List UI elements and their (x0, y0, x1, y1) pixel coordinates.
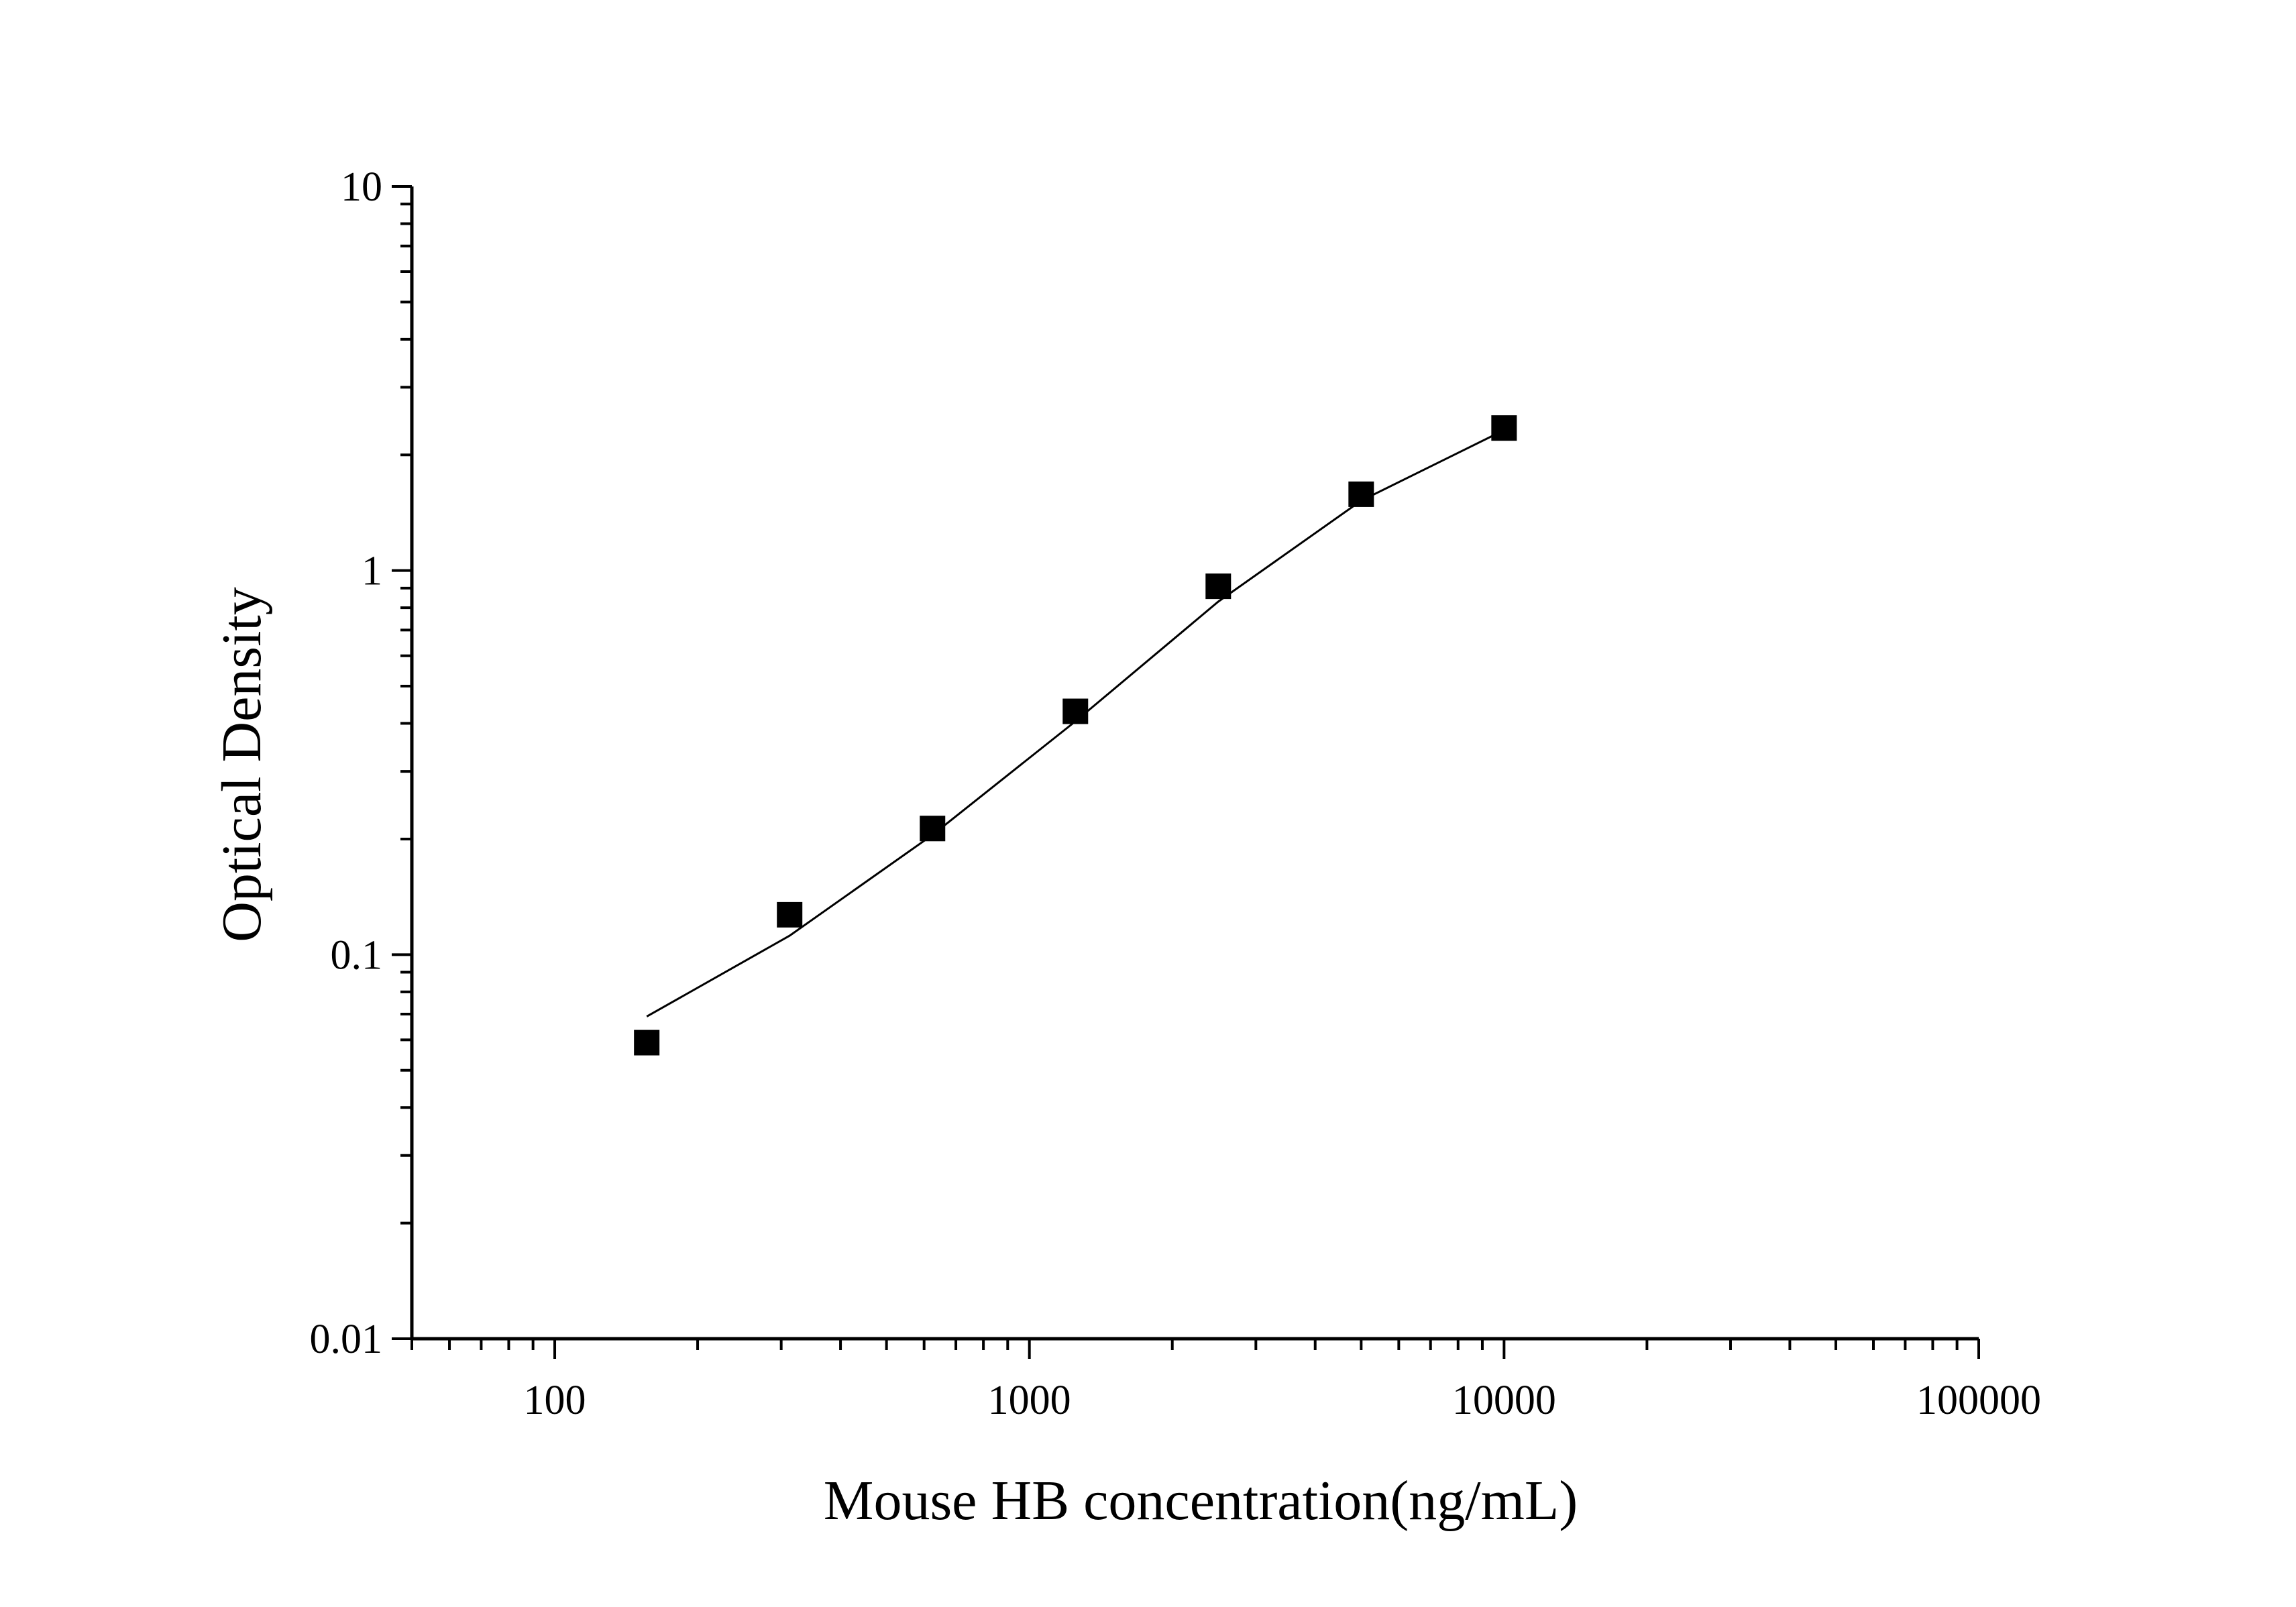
data-point (1348, 481, 1374, 507)
x-tick-label: 10000 (1452, 1378, 1556, 1423)
data-point (777, 901, 803, 928)
y-tick-label: 1 (362, 549, 382, 594)
axes (392, 185, 1980, 1359)
y-tick-label: 0.01 (310, 1317, 383, 1362)
data-point (920, 816, 946, 842)
data-point (634, 1030, 660, 1056)
y-tick-label: 10 (341, 164, 382, 210)
x-tick-label: 100 (524, 1378, 586, 1423)
data-points-group (634, 415, 1517, 1056)
x-axis-title: Mouse HB concentration(ng/mL) (824, 1470, 1578, 1532)
data-point (1205, 573, 1232, 600)
x-tick-label: 1000 (988, 1378, 1071, 1423)
data-point (1062, 698, 1089, 724)
data-point (1491, 415, 1517, 441)
y-axis-title: Optical Density (211, 587, 273, 942)
x-tick-label: 100000 (1916, 1378, 2041, 1423)
y-tick-label: 0.1 (331, 932, 383, 978)
tick-labels-group: 100 1000 10000 100000 0.01 0.1 1 10 (310, 164, 2042, 1423)
